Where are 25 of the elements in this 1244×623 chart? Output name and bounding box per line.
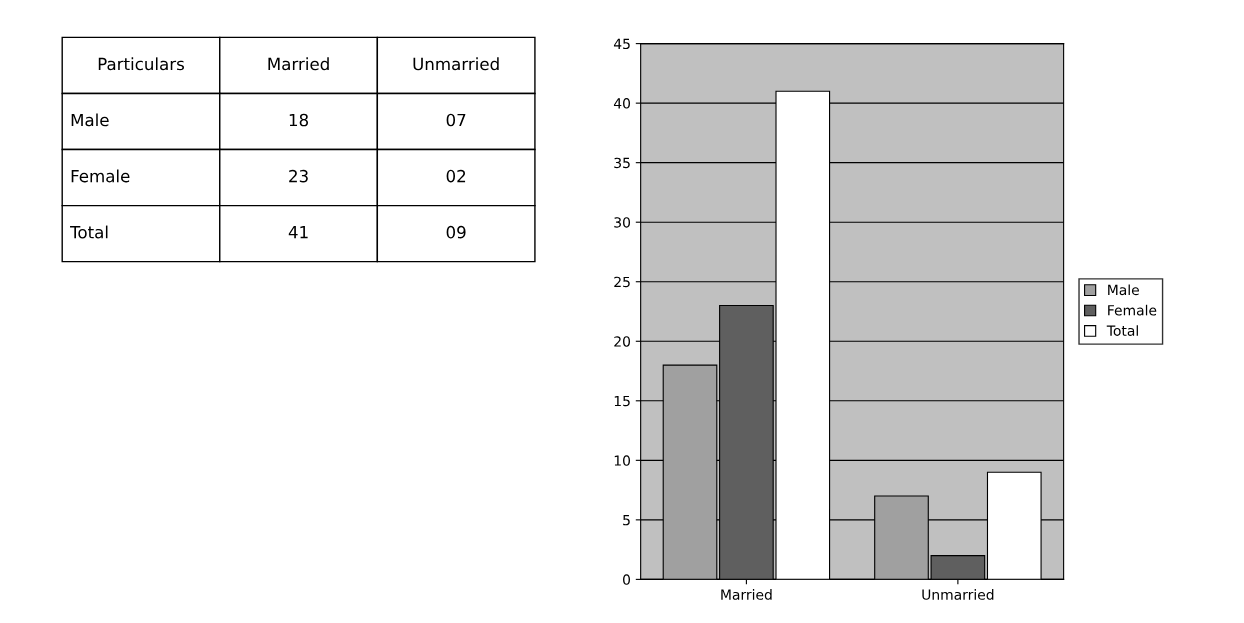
y-tick-label: 20 (614, 336, 631, 347)
y-tick-label: 10 (614, 455, 631, 466)
y-tick-label: 15 (614, 395, 630, 407)
text: 18 (289, 113, 309, 127)
text: 41 (288, 226, 308, 239)
text: 02 (446, 169, 466, 183)
legend-label: Female (1108, 304, 1157, 316)
y-tick-label: 25 (614, 276, 630, 288)
y-tick-label: 0 (623, 574, 631, 585)
y-tick-label: 45 (613, 38, 630, 50)
text: 09 (446, 225, 466, 239)
legend-label: Total (1106, 325, 1138, 336)
category-label: Unmarried (413, 57, 499, 71)
text: 07 (446, 113, 466, 127)
y-tick-label: 30 (614, 217, 631, 228)
text: Total (70, 225, 108, 239)
text: 23 (289, 169, 308, 183)
text: Female (71, 169, 130, 183)
legend-label: Male (1108, 284, 1139, 296)
text: Particulars (98, 57, 184, 71)
y-tick-label: 35 (614, 157, 630, 169)
category-label: Married (268, 57, 329, 71)
y-tick-label: 5 (623, 515, 630, 526)
text: Male (71, 113, 109, 127)
y-tick-label: 40 (613, 98, 631, 109)
